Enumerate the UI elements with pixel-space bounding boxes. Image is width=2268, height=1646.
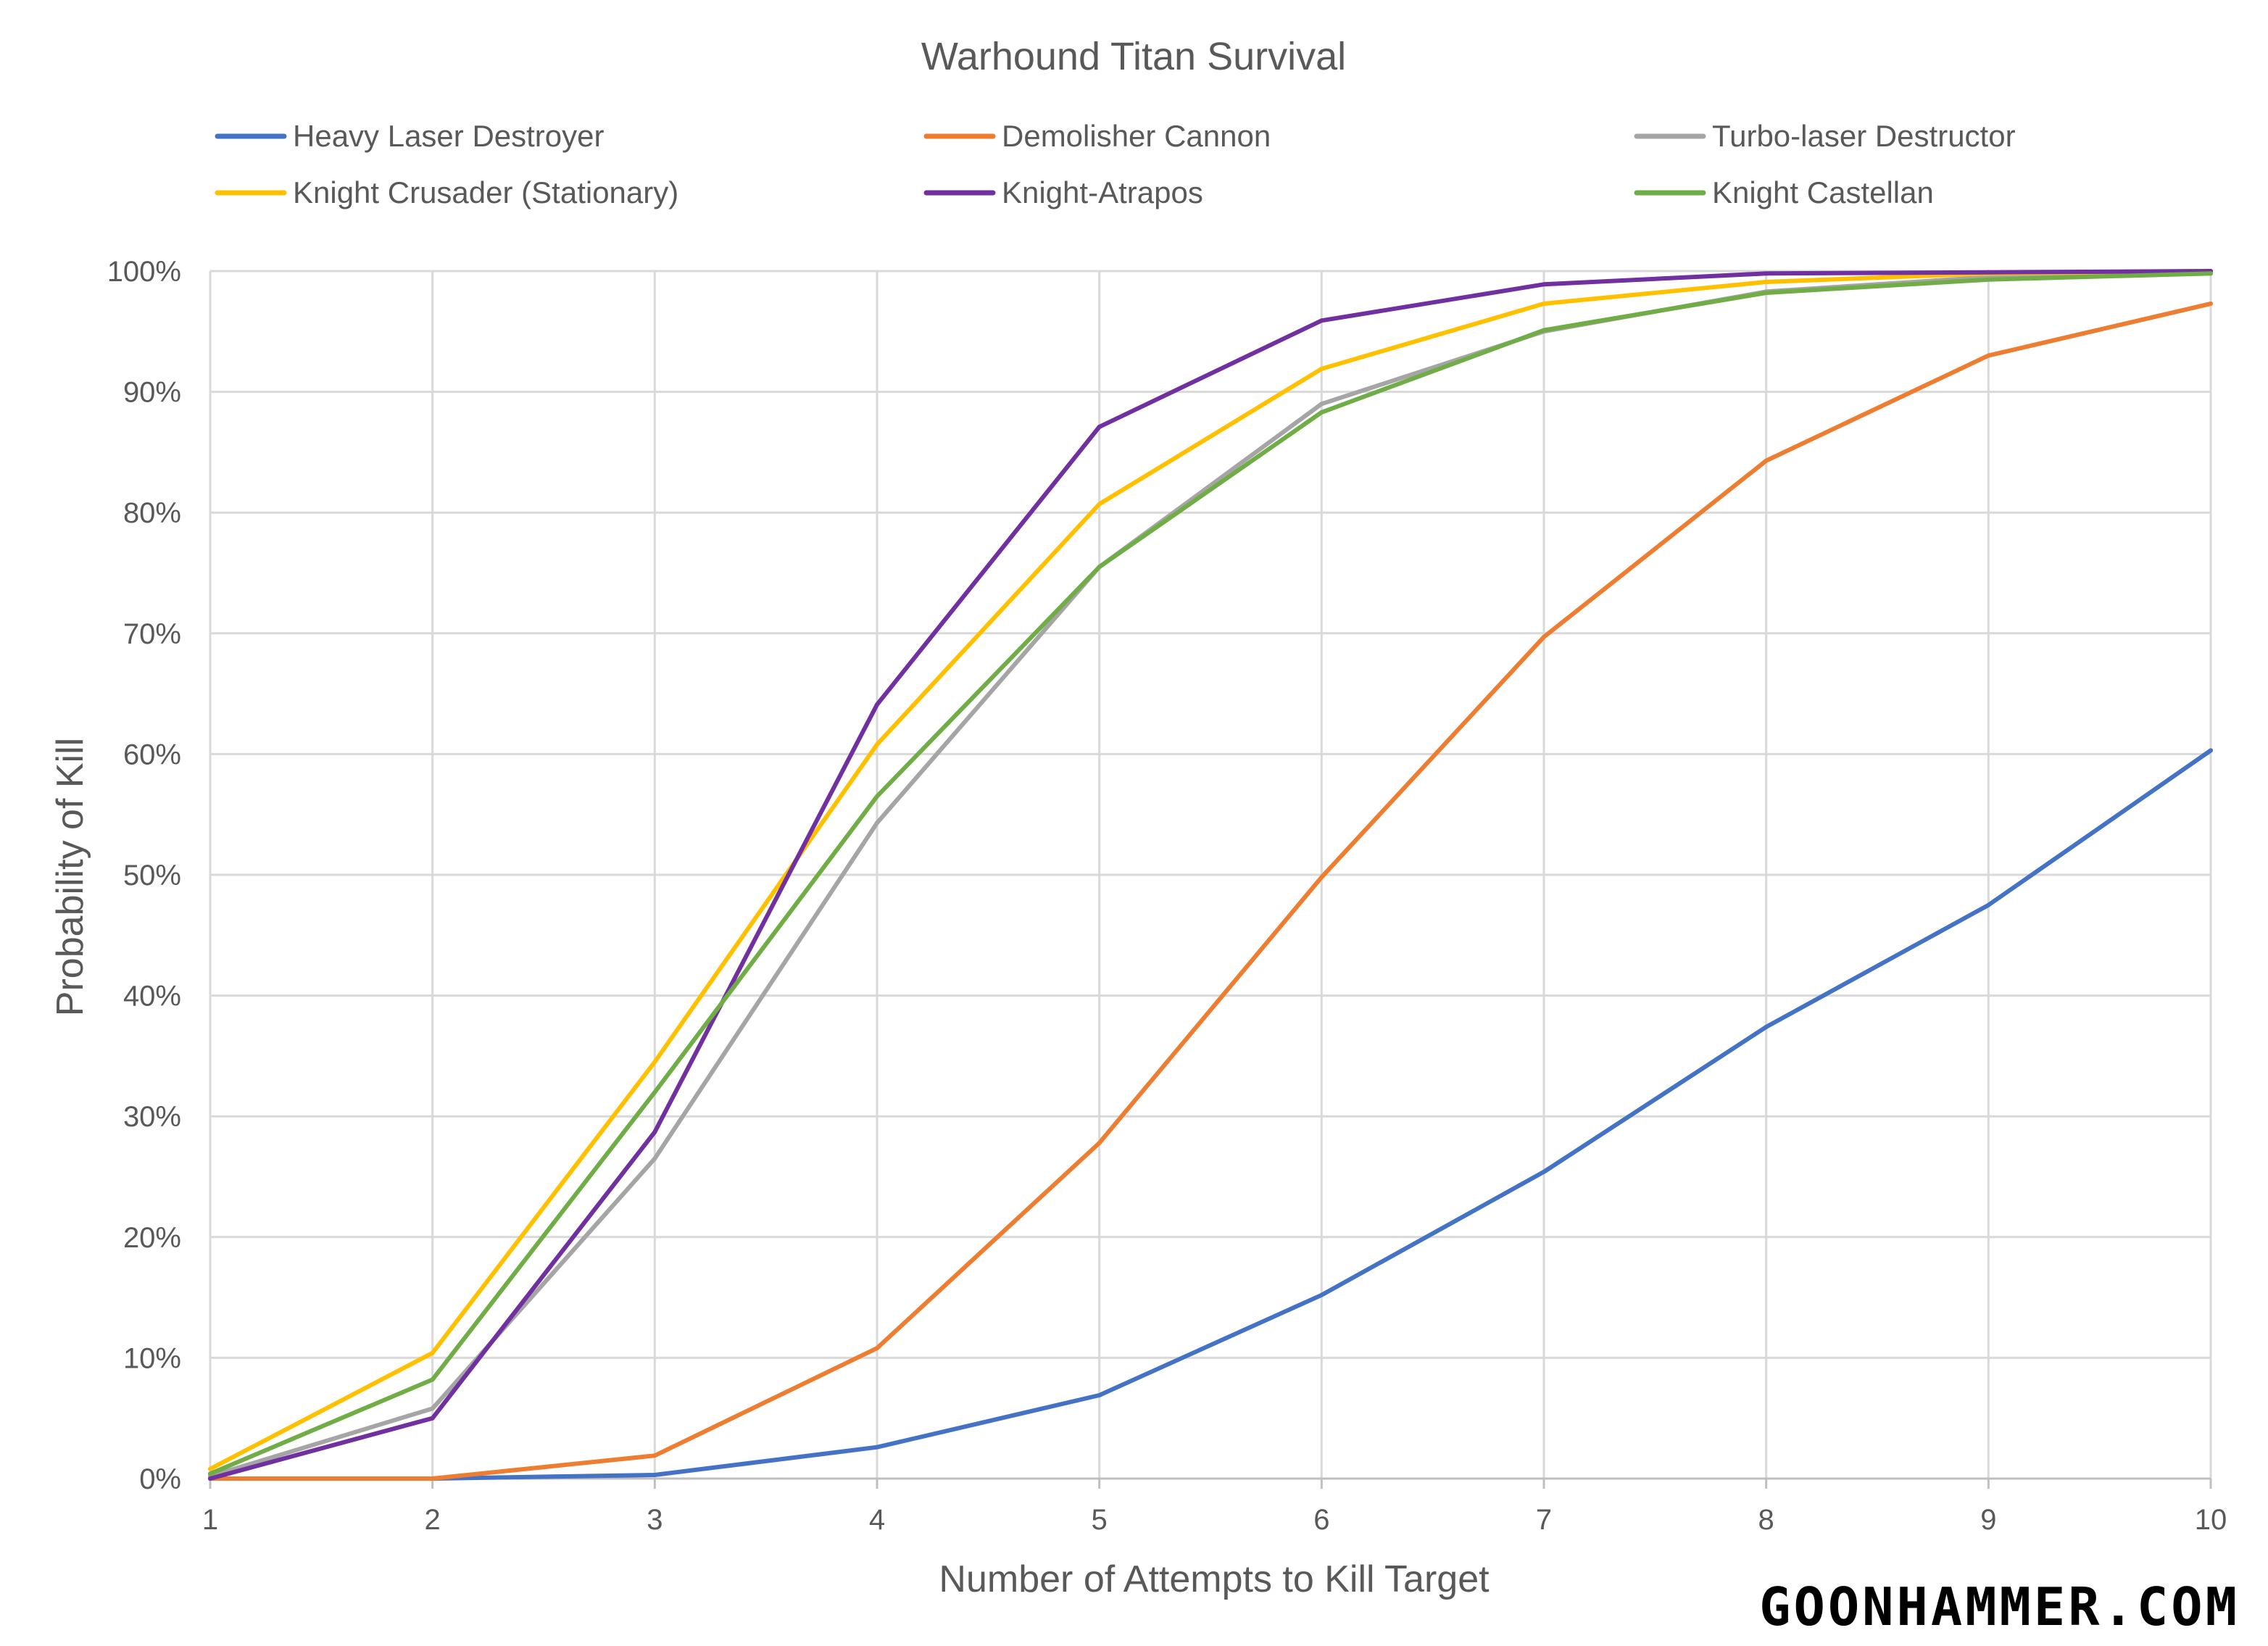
data-point [1319,318,1324,323]
data-point [1542,282,1546,287]
x-tick-label: 1 [202,1504,218,1536]
x-axis-title: Number of Attempts to Kill Target [939,1558,1490,1600]
data-point [875,794,879,799]
data-point [652,1473,657,1478]
x-tick-label: 5 [1092,1504,1108,1536]
y-axis-ticks: 0% 10% 20% 30% 40% 50% 60% 70% 80% 90% 100% [107,256,181,1495]
x-axis-ticks: 1 2 3 4 5 6 7 8 9 10 [202,1504,2227,1536]
gridlines [209,270,2212,1489]
y-tick-label: 60% [123,739,181,770]
data-point [875,702,879,707]
y-tick-label: 0% [139,1463,181,1495]
data-point [1986,353,1991,358]
y-axis-title: Probability of Kill [49,738,91,1016]
x-tick-label: 7 [1536,1504,1552,1536]
legend-label: Knight Crusader (Stationary) [293,175,678,209]
data-point [430,1416,435,1421]
data-point [208,1466,212,1471]
data-point [1319,402,1324,407]
data-point [875,820,879,826]
data-point [208,1471,212,1476]
data-point [652,1156,657,1161]
data-point [1542,328,1546,333]
data-point [652,1060,657,1065]
series-lines [208,269,2213,1481]
y-tick-label: 30% [123,1101,181,1133]
legend: Heavy Laser Destroyer Demolisher Cannon Tu… [215,119,2016,209]
y-tick-label: 50% [123,860,181,891]
x-tick-label: 10 [2195,1504,2227,1536]
data-point [652,1089,657,1094]
data-point [208,1476,212,1481]
data-point [430,1377,435,1382]
y-tick-label: 20% [123,1222,181,1254]
data-point [1319,410,1324,415]
data-point [1097,1393,1102,1398]
watermark-text: GOONHAMMER.COM [1759,1576,2240,1637]
x-tick-label: 9 [1980,1504,1996,1536]
data-point [1764,290,1769,295]
data-point [875,742,879,747]
series-line-3 [208,269,2213,1471]
data-point [1542,634,1546,639]
data-point [1986,277,1991,282]
data-point [1319,1292,1324,1297]
legend-label: Knight Castellan [1712,175,1934,209]
legend-label: Knight-Atrapos [1002,175,1203,209]
data-point [1542,1169,1546,1174]
data-point [430,1350,435,1355]
data-point [2209,748,2213,753]
y-tick-label: 80% [123,497,181,529]
data-point [1319,366,1324,371]
data-point [1986,270,1991,275]
series-line-0 [208,748,2213,1481]
legend-label: Turbo-laser Destructor [1712,119,2016,153]
series-line-4 [208,269,2213,1481]
x-tick-label: 2 [425,1504,441,1536]
data-point [1764,271,1769,276]
data-point [430,1406,435,1411]
x-tick-label: 3 [647,1504,662,1536]
chart-title: Warhound Titan Survival [921,35,1346,78]
data-point [2209,271,2213,276]
data-point [1764,458,1769,463]
data-point [1986,902,1991,907]
data-point [1319,875,1324,880]
y-tick-label: 100% [107,256,181,288]
series-line-5 [208,271,2213,1476]
data-point [1097,424,1102,429]
legend-label: Heavy Laser Destroyer [293,119,605,153]
data-point [1764,279,1769,284]
data-point [2209,301,2213,306]
legend-label: Demolisher Cannon [1002,119,1271,153]
data-point [652,1129,657,1134]
data-point [1097,502,1102,507]
data-point [875,1346,879,1351]
data-point [652,1453,657,1458]
x-tick-label: 4 [869,1504,885,1536]
series-line-1 [208,302,2213,1481]
x-tick-label: 8 [1758,1504,1774,1536]
y-tick-label: 10% [123,1342,181,1374]
data-point [875,1445,879,1450]
data-point [1097,565,1102,570]
y-tick-label: 90% [123,377,181,409]
data-point [1542,301,1546,306]
y-tick-label: 70% [123,618,181,650]
data-point [1764,1024,1769,1029]
data-point [430,1476,435,1481]
x-tick-label: 6 [1313,1504,1329,1536]
data-point [1097,1140,1102,1145]
y-tick-label: 40% [123,981,181,1013]
